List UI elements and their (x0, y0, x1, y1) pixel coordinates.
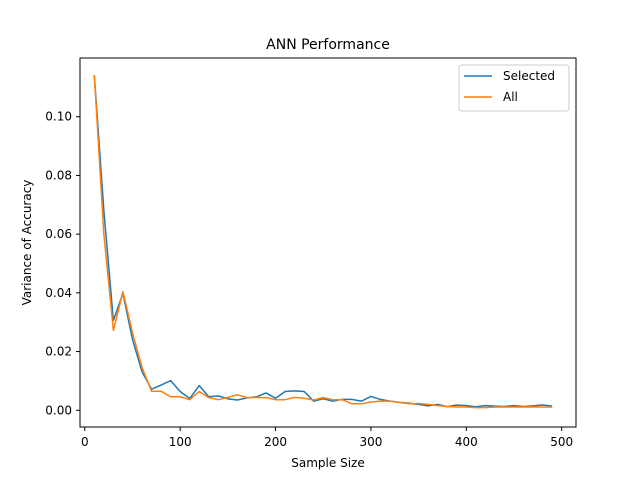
y-tick-label: 0.04 (45, 286, 72, 300)
y-tick-label: 0.06 (45, 227, 72, 241)
series-layer (93, 74, 553, 409)
series-line-all (93, 74, 553, 409)
legend-label-selected: Selected (503, 69, 555, 83)
x-tick-label: 500 (550, 435, 573, 449)
series-line-selected (93, 74, 553, 408)
legend: Selected All (458, 64, 570, 112)
x-tick-label: 200 (264, 435, 287, 449)
y-tick-label: 0.10 (45, 110, 72, 124)
x-axis: 0 100 200 300 400 500 (81, 427, 573, 449)
plot-area-frame (79, 57, 577, 428)
y-axis-label: Variance of Accuracy (20, 180, 34, 306)
y-tick-label: 0.08 (45, 168, 72, 182)
x-axis-label: Sample Size (291, 456, 364, 470)
y-axis: 0.00 0.02 0.04 0.06 0.08 0.10 (45, 110, 80, 417)
y-tick-label: 0.02 (45, 345, 72, 359)
legend-label-all: All (503, 90, 518, 104)
chart-title: ANN Performance (266, 37, 390, 53)
x-tick-label: 100 (169, 435, 192, 449)
x-tick-label: 0 (81, 435, 89, 449)
x-tick-label: 300 (359, 435, 382, 449)
x-tick-label: 400 (455, 435, 478, 449)
y-tick-label: 0.00 (45, 403, 72, 417)
